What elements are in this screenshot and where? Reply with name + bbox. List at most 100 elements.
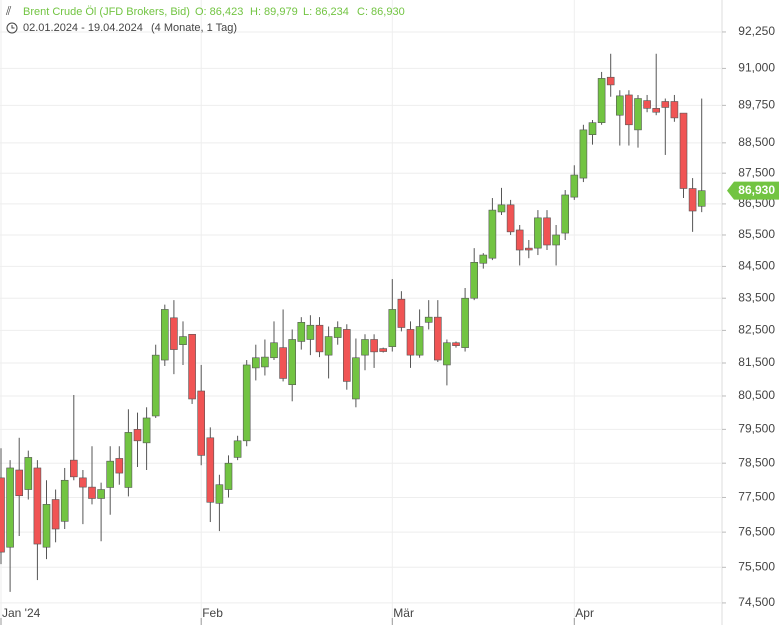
candle-body xyxy=(179,336,187,345)
candle-body xyxy=(51,499,60,530)
candle-body xyxy=(588,122,597,135)
last-price-label: 86,930 xyxy=(738,183,775,197)
candle-body xyxy=(397,298,406,328)
candle-body xyxy=(524,247,533,251)
ohlc-high: H: 89,979 xyxy=(250,6,298,18)
candle-body xyxy=(670,101,679,119)
x-tick-label: Feb xyxy=(202,606,223,620)
candle-body xyxy=(133,429,142,442)
candle-body xyxy=(534,217,542,249)
candle-body xyxy=(224,462,233,490)
candle-body xyxy=(543,217,551,246)
candle-body xyxy=(306,324,315,340)
candle-body xyxy=(270,342,278,359)
candle-body xyxy=(515,229,524,251)
y-tick-label: 89,750 xyxy=(738,98,775,112)
y-tick-label: 82,500 xyxy=(738,323,775,337)
candle-body xyxy=(233,440,242,458)
candle-body xyxy=(379,348,388,352)
candle-body xyxy=(424,316,433,323)
candle-body xyxy=(643,100,651,109)
x-tick-label: Apr xyxy=(575,606,594,620)
candle-body xyxy=(597,78,606,123)
y-tick-label: 74,500 xyxy=(738,595,775,609)
y-tick-label: 91,000 xyxy=(738,61,775,75)
candle-body xyxy=(625,94,633,126)
candle-body xyxy=(88,486,96,499)
candle-body xyxy=(261,356,269,368)
candle-body xyxy=(115,458,124,474)
candle-body xyxy=(570,174,579,198)
candle-body xyxy=(443,342,451,366)
clock-icon xyxy=(6,22,18,34)
candle-body xyxy=(151,354,160,417)
candle-body xyxy=(479,254,488,264)
candle-body xyxy=(615,95,624,116)
y-tick-label: 79,500 xyxy=(738,422,775,436)
candle-body xyxy=(324,336,333,356)
candle-body xyxy=(697,190,706,207)
candle-body xyxy=(634,98,642,131)
y-tick-label: 84,500 xyxy=(738,259,775,273)
y-tick-label: 80,500 xyxy=(738,388,775,402)
candle-body xyxy=(370,339,378,353)
header: ⫽ Brent Crude Öl (JFD Brokers, Bid) O: 8… xyxy=(5,4,405,34)
candle-body xyxy=(161,309,169,361)
candle-body xyxy=(142,417,151,444)
period: (4 Monate, 1 Tag) xyxy=(151,22,237,34)
candle-body xyxy=(242,364,251,442)
candle-body xyxy=(361,339,369,356)
title: Brent Crude Öl (JFD Brokers, Bid) xyxy=(23,6,190,18)
candle-body xyxy=(288,339,297,386)
ohlc-open: O: 86,423 xyxy=(195,6,243,18)
candle-body xyxy=(188,333,196,400)
y-tick-label: 76,500 xyxy=(738,524,775,538)
candle-body xyxy=(279,347,287,379)
candle-body xyxy=(470,262,479,299)
ohlc-close: C: 86,930 xyxy=(357,6,405,18)
candle-body xyxy=(352,357,360,400)
candle-body xyxy=(652,108,661,113)
candle-body xyxy=(33,467,42,545)
candle-body xyxy=(97,489,105,499)
candle-body xyxy=(506,204,515,233)
candle-body xyxy=(0,477,5,553)
y-tick-label: 81,500 xyxy=(738,355,775,369)
candle-body xyxy=(297,322,306,342)
x-tick-label: Mär xyxy=(393,606,414,620)
candle-body xyxy=(79,477,87,488)
candle-body xyxy=(388,309,397,347)
candle-body xyxy=(252,357,260,369)
candle-body xyxy=(679,112,688,189)
candle-body xyxy=(106,460,114,488)
y-tick-label: 78,500 xyxy=(738,455,775,469)
candle-body xyxy=(333,327,342,338)
candle-body xyxy=(206,437,215,503)
candle-body xyxy=(661,101,670,108)
candle-body xyxy=(42,504,51,548)
x-tick-label: Jan '24 xyxy=(2,606,41,620)
y-tick-label: 77,500 xyxy=(738,490,775,504)
candle-body xyxy=(497,204,506,213)
candle-body xyxy=(70,459,78,478)
date-range: 02.01.2024 - 19.04.2024 xyxy=(23,22,143,34)
candle-body xyxy=(688,188,697,212)
candle-body xyxy=(124,432,133,488)
clock-hand xyxy=(11,25,15,29)
candle-body xyxy=(60,479,69,522)
candle-body xyxy=(552,234,560,246)
candle-body xyxy=(24,457,33,490)
candle-body xyxy=(452,342,460,346)
candle-body xyxy=(197,390,205,456)
y-tick-label: 75,500 xyxy=(738,559,775,573)
y-tick-label: 83,500 xyxy=(738,290,775,304)
candle-body xyxy=(415,326,424,356)
candle-body xyxy=(215,484,224,504)
candle-body xyxy=(433,316,442,361)
candle-body xyxy=(461,297,469,348)
last-price-marker xyxy=(727,181,779,200)
candle-body xyxy=(315,324,324,353)
candle-body xyxy=(406,329,415,356)
candle-body xyxy=(579,129,588,179)
